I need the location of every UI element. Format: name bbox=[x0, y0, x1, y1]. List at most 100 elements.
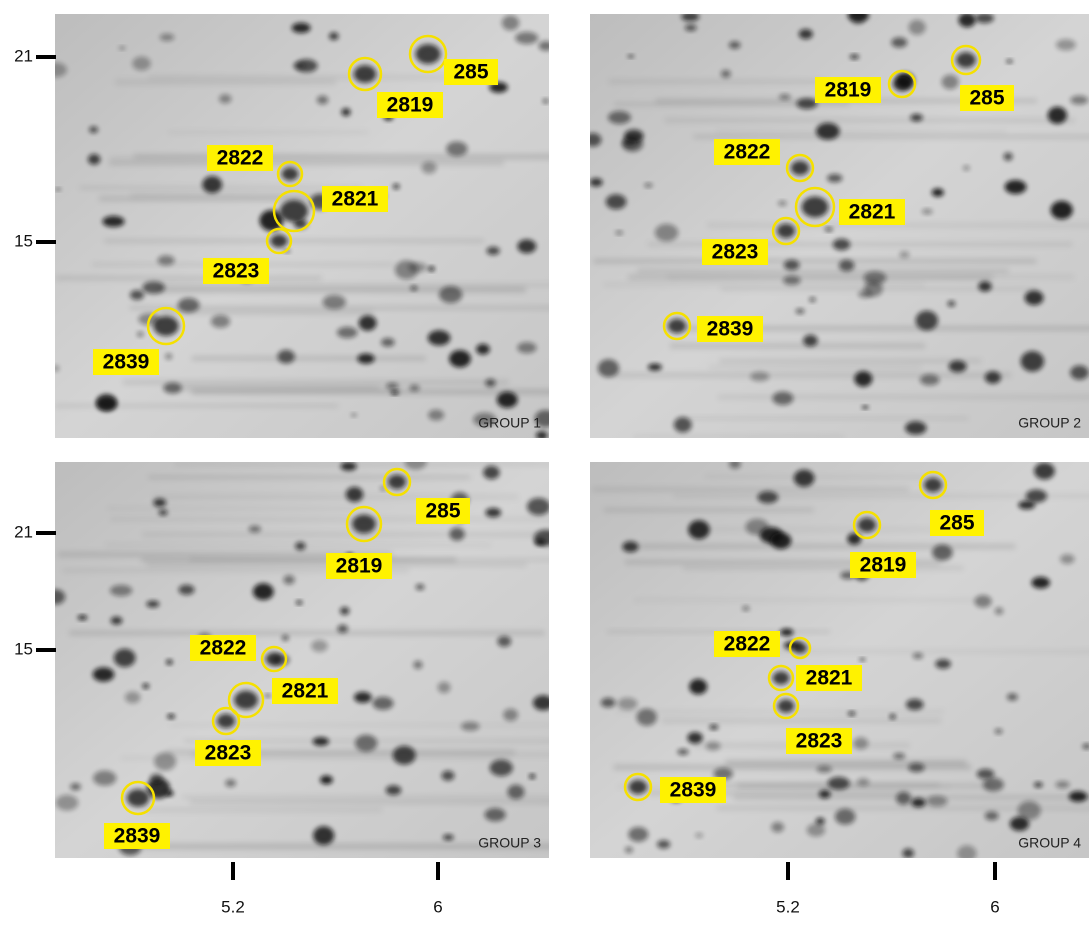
gel-spot bbox=[1070, 95, 1089, 105]
gel-streak bbox=[107, 507, 356, 511]
gel-spot bbox=[70, 783, 81, 791]
gel-spot bbox=[437, 681, 451, 694]
gel-spot bbox=[1004, 179, 1027, 194]
spot-circle bbox=[146, 306, 186, 346]
gel-spot bbox=[109, 584, 133, 597]
gel-streak bbox=[683, 326, 1089, 331]
gel-spot bbox=[815, 817, 825, 825]
spot-label: 2839 bbox=[707, 318, 754, 341]
spot-label-box bbox=[416, 498, 470, 524]
gel-spot bbox=[313, 826, 335, 846]
spot-circle bbox=[950, 44, 982, 76]
gel-spot bbox=[947, 300, 956, 307]
gel-spot bbox=[486, 246, 500, 256]
gel-streak bbox=[69, 630, 545, 636]
gel-streak bbox=[148, 75, 482, 80]
group-label: GROUP 4 bbox=[1018, 835, 1081, 851]
gel-spot bbox=[863, 271, 887, 285]
spot-label-box bbox=[786, 728, 852, 754]
gel-spot bbox=[281, 167, 299, 181]
spot-circle bbox=[785, 153, 815, 183]
gel-spot bbox=[627, 54, 635, 58]
gel-spot bbox=[941, 74, 959, 90]
gel-spot bbox=[853, 737, 869, 750]
gel-spot bbox=[793, 642, 807, 654]
gel-streak bbox=[121, 756, 512, 760]
gel-spot bbox=[113, 648, 136, 668]
gel-spot bbox=[159, 33, 175, 42]
gel-spot bbox=[910, 113, 923, 122]
spot-circle bbox=[623, 772, 653, 802]
gel-spot bbox=[778, 94, 791, 100]
gel-spot bbox=[1055, 780, 1070, 789]
gel-spot bbox=[153, 498, 167, 508]
spot-circle bbox=[120, 780, 156, 816]
gel-spot bbox=[449, 350, 471, 368]
gel-spot bbox=[816, 122, 840, 140]
gel-spot bbox=[409, 384, 420, 392]
spot-label: 2823 bbox=[205, 742, 252, 765]
gel-spot bbox=[776, 223, 796, 239]
gel-spot bbox=[292, 62, 306, 70]
gel-spot bbox=[210, 315, 231, 328]
gel-spot bbox=[386, 382, 399, 390]
gel-streak bbox=[608, 79, 825, 84]
gel-spot bbox=[132, 56, 151, 71]
gel-spot bbox=[340, 462, 357, 471]
gel-spot bbox=[861, 405, 869, 409]
gel-spot bbox=[496, 391, 518, 408]
gel-spot bbox=[1006, 693, 1018, 701]
gel-streak bbox=[55, 404, 339, 408]
gel-spot bbox=[720, 69, 731, 78]
gel-streak bbox=[148, 475, 471, 479]
gel-spot bbox=[216, 713, 236, 729]
spot-circle bbox=[265, 227, 293, 255]
gel-spot bbox=[891, 37, 908, 48]
gel-spot bbox=[55, 365, 60, 372]
gel-spot bbox=[270, 234, 288, 248]
spot-circle bbox=[662, 311, 692, 341]
gel-spot bbox=[673, 417, 692, 433]
gel-streak bbox=[592, 486, 909, 492]
gel-streak bbox=[647, 242, 1073, 247]
gel-spot bbox=[994, 728, 1003, 735]
gel-streak bbox=[683, 566, 964, 570]
gel-spot bbox=[687, 732, 703, 744]
gel-spot bbox=[688, 520, 710, 540]
gel-spot bbox=[832, 238, 851, 251]
spot-circle bbox=[788, 636, 812, 660]
gel-streak bbox=[733, 795, 1089, 800]
gel-spot bbox=[729, 462, 741, 469]
spot-circle bbox=[794, 186, 836, 228]
gel-spot bbox=[827, 776, 850, 790]
gel-spot bbox=[413, 660, 423, 670]
gel-spot bbox=[770, 532, 792, 549]
spot-circle bbox=[382, 467, 412, 497]
gel-spot bbox=[617, 697, 638, 710]
gel-streak bbox=[109, 159, 504, 166]
gel-streak bbox=[670, 343, 926, 349]
gel-spot bbox=[978, 281, 992, 292]
gel-spot bbox=[622, 541, 639, 553]
gel-spot bbox=[357, 353, 375, 364]
gel-spot bbox=[322, 294, 346, 310]
gel-spot bbox=[449, 527, 465, 541]
gel-streak bbox=[167, 130, 369, 134]
gel-spot bbox=[489, 759, 513, 777]
gel-spot bbox=[202, 176, 223, 194]
group-label: GROUP 1 bbox=[478, 415, 541, 431]
gel-spot bbox=[899, 251, 910, 258]
gel-spot bbox=[167, 714, 175, 719]
gel-streak bbox=[707, 222, 1089, 228]
gel-spot bbox=[166, 659, 173, 665]
spot-label-box bbox=[815, 77, 881, 103]
spot-label: 2839 bbox=[670, 779, 717, 802]
gel-streak bbox=[182, 795, 549, 799]
gel-spot bbox=[957, 845, 977, 858]
spot-label: 2821 bbox=[849, 201, 896, 224]
gel-spot bbox=[146, 600, 160, 608]
gel-spot bbox=[1055, 39, 1076, 51]
spot-label-box bbox=[104, 823, 170, 849]
spot-circle bbox=[227, 681, 265, 719]
spot-label-box bbox=[190, 635, 256, 661]
